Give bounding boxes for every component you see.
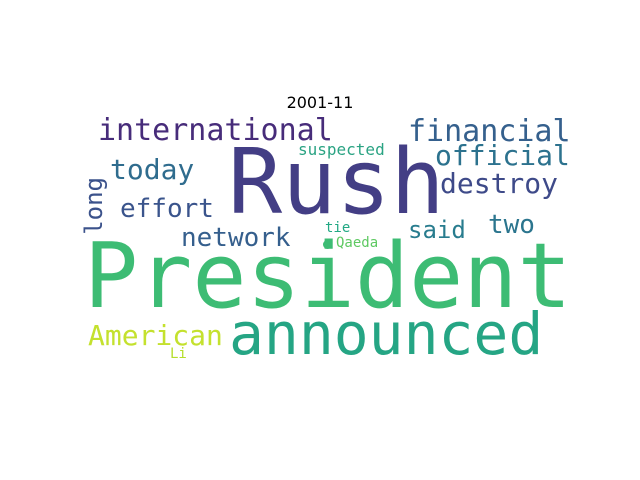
word-long: long [80,177,108,235]
word-li: Li [170,346,187,362]
word-dot [323,240,332,249]
word-said: said [408,216,466,244]
word-rush: Rush [228,130,445,235]
word-today: today [110,153,195,186]
word-american: American [88,319,223,352]
word-official: official [435,139,570,172]
word-announced: announced [229,300,544,368]
chart-title: 2001-11 [286,93,354,112]
word-international: international [98,113,333,148]
word-network: network [181,223,291,253]
word-destroy: destroy [440,167,559,200]
word-suspected: suspected [298,140,385,159]
word-two: two [488,210,535,240]
word-tie: tie [325,220,351,236]
word-effort: effort [120,194,214,224]
word-qaeda: Qaeda [336,235,379,251]
word-financial: financial [408,114,571,149]
